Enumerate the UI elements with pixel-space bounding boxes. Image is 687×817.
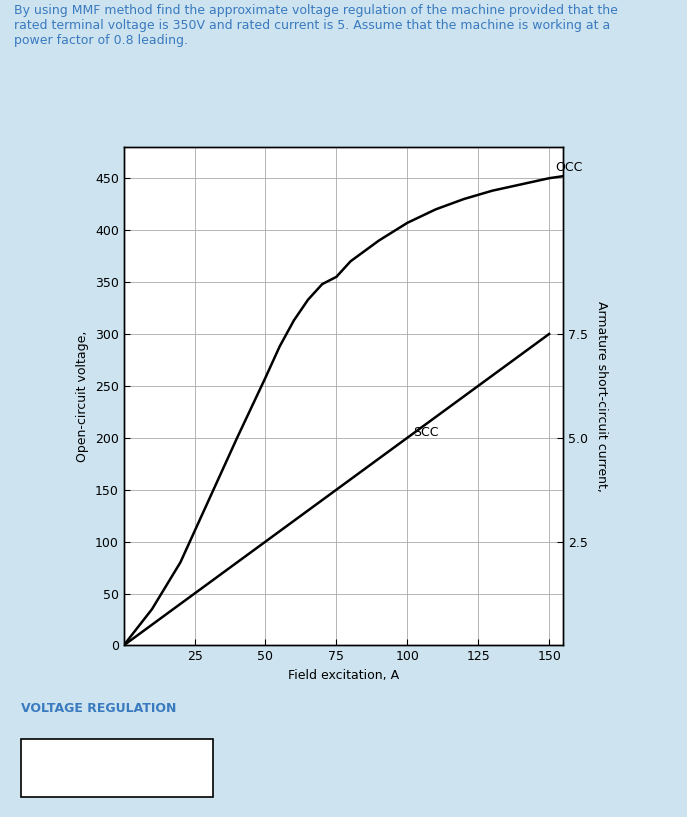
X-axis label: Field excitation, A: Field excitation, A [288,669,399,682]
Text: SCC: SCC [413,426,438,439]
Text: OCC: OCC [555,161,582,174]
Text: VOLTAGE REGULATION: VOLTAGE REGULATION [21,702,176,715]
Text: By using MMF method find the approximate voltage regulation of the machine provi: By using MMF method find the approximate… [14,4,618,47]
FancyBboxPatch shape [21,739,213,797]
Y-axis label: Open-circuit voltage,: Open-circuit voltage, [76,331,89,462]
Y-axis label: Armature short-circuit current,: Armature short-circuit current, [595,301,607,492]
